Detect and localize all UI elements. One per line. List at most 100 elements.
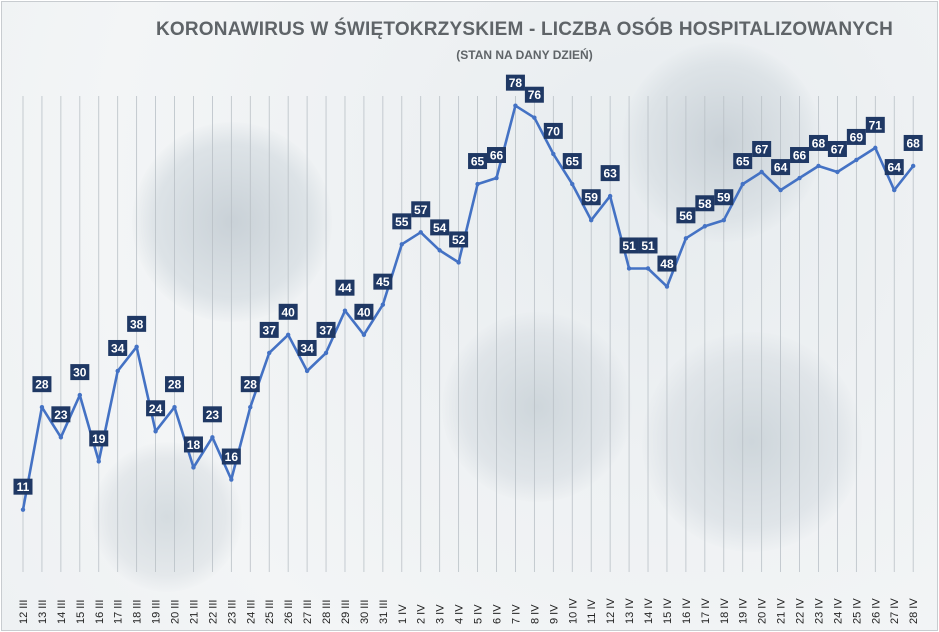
data-point [304, 368, 310, 374]
data-label: 45 [373, 273, 393, 290]
x-axis-tick-labels: 12 III 13 III 14 III 15 III 16 III 17 III 18 I… [18, 598, 920, 624]
svg-text:67: 67 [831, 142, 845, 156]
x-tick-label: 6 IV [492, 604, 504, 624]
x-tick-label: 21 IV [776, 598, 788, 624]
x-tick-label: 9 IV [548, 604, 560, 624]
data-label: 78 [505, 74, 525, 91]
data-label: 71 [865, 116, 885, 133]
x-tick-label: 2 IV [416, 604, 428, 624]
x-tick-label: 17 III [113, 600, 125, 624]
x-tick-label: 22 IV [795, 598, 807, 624]
x-tick-label: 20 III [170, 600, 182, 624]
svg-text:34: 34 [111, 341, 125, 355]
svg-text:63: 63 [603, 167, 617, 181]
background-virus-shape [442, 312, 632, 502]
data-label: 59 [581, 189, 601, 206]
svg-text:30: 30 [73, 366, 87, 380]
x-tick-label: 18 IV [719, 598, 731, 624]
data-label: 64 [771, 159, 791, 176]
data-point [361, 332, 367, 337]
data-label: 56 [676, 207, 696, 224]
data-point [589, 218, 594, 223]
svg-text:65: 65 [736, 155, 750, 169]
x-tick-label: 25 III [264, 600, 276, 624]
data-point [475, 181, 480, 187]
data-label: 68 [808, 134, 828, 151]
svg-text:66: 66 [793, 149, 807, 163]
svg-text:52: 52 [452, 233, 466, 247]
data-point [285, 332, 291, 337]
svg-text:57: 57 [414, 203, 428, 217]
data-label: 65 [562, 153, 582, 170]
svg-text:40: 40 [357, 305, 371, 319]
x-tick-label: 23 III [226, 600, 238, 624]
data-point [645, 266, 651, 271]
x-tick-label: 10 IV [567, 598, 579, 624]
data-point [191, 465, 196, 470]
vertical-gridlines [22, 96, 914, 572]
data-point [513, 103, 518, 108]
x-tick-label: 12 IV [605, 598, 617, 624]
data-label: 19 [89, 430, 109, 447]
data-label: 55 [392, 213, 412, 230]
data-point [740, 181, 745, 187]
x-tick-label: 14 III [56, 600, 68, 624]
data-label: 44 [335, 279, 355, 296]
background-virus-shape [92, 442, 242, 592]
data-point [323, 350, 329, 356]
data-point [115, 368, 120, 374]
x-tick-label: 26 III [283, 600, 295, 624]
data-label: 30 [70, 364, 90, 381]
svg-text:37: 37 [263, 323, 277, 337]
svg-text:64: 64 [888, 161, 902, 175]
data-point [854, 157, 859, 163]
data-label: 38 [127, 315, 147, 332]
data-label: 59 [714, 189, 734, 206]
svg-text:48: 48 [660, 257, 674, 271]
x-tick-label: 24 III [245, 600, 257, 624]
data-point [456, 260, 461, 265]
data-label: 48 [657, 255, 677, 272]
x-tick-label: 25 IV [851, 598, 863, 624]
data-point [626, 266, 632, 271]
data-point [77, 392, 83, 398]
data-label: 67 [752, 140, 772, 157]
svg-text:28: 28 [244, 378, 258, 392]
data-label: 16 [221, 448, 241, 465]
data-point [721, 218, 726, 223]
svg-text:51: 51 [622, 239, 636, 253]
data-label: 18 [183, 436, 203, 453]
data-point [20, 507, 26, 512]
svg-text:51: 51 [641, 239, 655, 253]
background-virus-shape [642, 332, 862, 552]
svg-text:64: 64 [774, 161, 788, 175]
x-tick-label: 16 IV [681, 598, 693, 624]
x-tick-label: 24 IV [832, 598, 844, 624]
data-label: 76 [524, 86, 544, 103]
data-point [229, 477, 234, 482]
data-point [172, 404, 177, 410]
data-label: 34 [108, 339, 128, 356]
data-label: 65 [468, 153, 488, 170]
data-point [797, 175, 802, 181]
data-point [759, 169, 764, 175]
data-points [20, 103, 916, 512]
svg-text:55: 55 [395, 215, 409, 229]
x-tick-label: 18 III [132, 600, 144, 624]
svg-text:45: 45 [376, 275, 390, 289]
svg-text:71: 71 [869, 118, 883, 132]
x-tick-label: 27 IV [889, 598, 901, 624]
svg-text:65: 65 [471, 155, 485, 169]
data-point [607, 193, 613, 199]
svg-text:24: 24 [149, 402, 163, 416]
data-point [399, 242, 404, 247]
x-tick-label: 29 III [340, 600, 352, 624]
data-label: 28 [165, 376, 185, 393]
x-tick-label: 1 IV [397, 604, 409, 624]
data-label: 58 [695, 195, 715, 212]
data-point [835, 169, 840, 175]
svg-text:54: 54 [433, 221, 447, 235]
data-label: 63 [600, 165, 620, 182]
x-tick-label: 27 III [302, 600, 314, 624]
x-tick-label: 13 III [37, 600, 49, 624]
